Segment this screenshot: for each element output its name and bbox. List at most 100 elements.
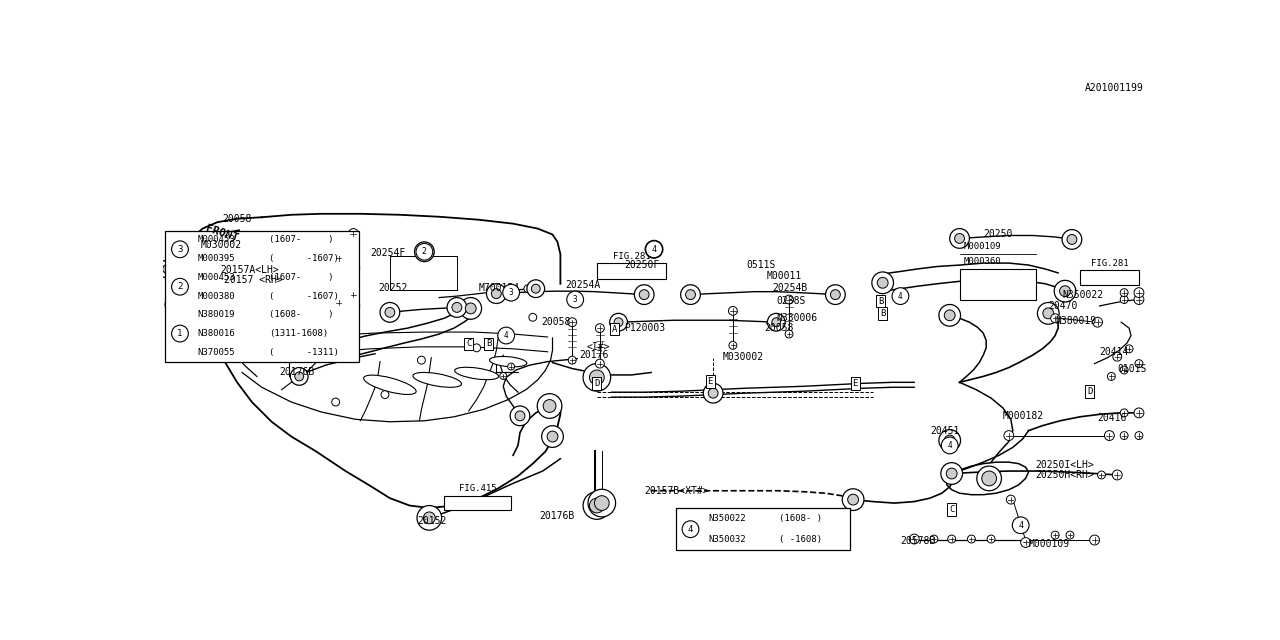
Circle shape (945, 435, 955, 446)
Circle shape (291, 367, 308, 385)
Circle shape (417, 506, 442, 530)
Text: 20250F: 20250F (625, 260, 659, 270)
Circle shape (163, 264, 172, 273)
Text: N350032: N350032 (708, 535, 746, 544)
Circle shape (1125, 345, 1133, 353)
Text: FIG.281: FIG.281 (1091, 259, 1128, 268)
Circle shape (381, 390, 389, 399)
Text: 20416: 20416 (1097, 413, 1126, 423)
Text: (1607-     ): (1607- ) (269, 236, 333, 244)
Ellipse shape (454, 367, 499, 380)
Text: E: E (708, 377, 713, 386)
Circle shape (595, 359, 604, 368)
Text: (      -1607): ( -1607) (269, 292, 338, 301)
Text: N380016: N380016 (197, 329, 236, 338)
Ellipse shape (413, 372, 462, 387)
Circle shape (938, 305, 960, 326)
Circle shape (941, 463, 963, 484)
Circle shape (541, 426, 563, 447)
Text: (      -1607): ( -1607) (269, 254, 338, 263)
Text: 20157A<LH>: 20157A<LH> (220, 265, 279, 275)
Text: M000109: M000109 (1029, 539, 1070, 549)
Text: 20176: 20176 (579, 350, 608, 360)
Text: M000380: M000380 (197, 292, 236, 301)
Circle shape (847, 494, 859, 505)
Text: 20058: 20058 (764, 323, 794, 333)
Circle shape (682, 521, 699, 538)
Circle shape (1120, 431, 1128, 440)
Circle shape (686, 290, 695, 300)
Circle shape (1135, 360, 1143, 367)
Circle shape (159, 260, 177, 278)
Text: 2: 2 (422, 247, 428, 256)
Text: M000453: M000453 (197, 273, 236, 282)
Text: M000182: M000182 (1004, 411, 1044, 421)
Text: 20058: 20058 (541, 317, 571, 327)
Circle shape (968, 535, 975, 543)
Circle shape (507, 289, 515, 296)
Circle shape (417, 356, 425, 364)
Circle shape (1037, 303, 1059, 324)
Text: 20254F: 20254F (370, 248, 406, 258)
Circle shape (584, 364, 611, 391)
Circle shape (1120, 409, 1128, 417)
Circle shape (332, 398, 339, 406)
Circle shape (524, 285, 531, 292)
Text: 1: 1 (177, 329, 183, 338)
Text: M000395: M000395 (197, 254, 236, 263)
Circle shape (1004, 431, 1014, 440)
Text: N350022: N350022 (1062, 290, 1103, 300)
Circle shape (1051, 531, 1059, 539)
Circle shape (703, 383, 723, 403)
Circle shape (503, 284, 520, 301)
Ellipse shape (364, 375, 416, 394)
Circle shape (543, 399, 556, 412)
Circle shape (172, 241, 188, 258)
Text: E: E (852, 379, 858, 388)
Circle shape (1055, 280, 1076, 302)
Circle shape (590, 498, 604, 513)
Circle shape (1097, 471, 1106, 479)
Text: A: A (612, 324, 617, 333)
Circle shape (1060, 285, 1070, 296)
Text: 20470: 20470 (1048, 301, 1078, 311)
Bar (676, 509, 850, 550)
Text: M030002: M030002 (201, 241, 242, 250)
Circle shape (1093, 317, 1102, 327)
Text: 20250I<LH>: 20250I<LH> (1036, 460, 1094, 470)
Circle shape (486, 284, 506, 303)
Circle shape (842, 489, 864, 511)
Text: M000109: M000109 (964, 243, 1001, 252)
Text: 2: 2 (177, 282, 183, 291)
Circle shape (334, 298, 343, 307)
Circle shape (165, 294, 184, 314)
Circle shape (645, 241, 663, 258)
Text: 4: 4 (687, 525, 694, 534)
Circle shape (499, 372, 507, 380)
Circle shape (349, 290, 358, 299)
Circle shape (909, 534, 919, 544)
Circle shape (594, 495, 609, 511)
Text: 20152: 20152 (417, 516, 447, 526)
Bar (444, 495, 511, 511)
Circle shape (892, 288, 909, 305)
Text: N380019: N380019 (197, 310, 236, 319)
Circle shape (955, 234, 965, 243)
Circle shape (1120, 289, 1128, 296)
Circle shape (447, 298, 467, 317)
Circle shape (568, 318, 577, 326)
Circle shape (588, 489, 616, 517)
Circle shape (1006, 495, 1015, 504)
Circle shape (1134, 408, 1144, 418)
Text: 20414: 20414 (1100, 347, 1129, 356)
Circle shape (170, 300, 180, 309)
Circle shape (609, 314, 627, 331)
Bar (1080, 270, 1139, 285)
Text: M000360: M000360 (964, 257, 1001, 266)
Circle shape (946, 468, 957, 479)
Circle shape (635, 285, 654, 305)
Text: FIG.281: FIG.281 (613, 252, 650, 260)
Circle shape (529, 314, 536, 321)
Circle shape (472, 344, 480, 352)
Circle shape (1062, 230, 1082, 249)
